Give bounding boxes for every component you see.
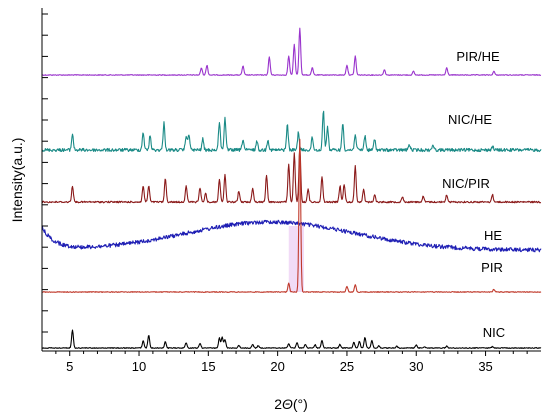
series-label-pir-he: PIR/HE [456,49,500,64]
series-line-he [41,219,542,253]
series-line-nic [41,329,542,349]
x-tick-label: 30 [409,359,423,374]
x-axis-title: 2Θ(°) [274,396,308,412]
series-label-nic-pir: NIC/PIR [442,176,490,191]
series-label-nic: NIC [483,325,505,340]
highlight-band-layer [288,226,304,292]
x-tick-label: 10 [132,359,146,374]
series-line-pir-he [41,27,542,76]
series-line-pir [41,138,542,293]
series-line-nic-he [41,110,542,153]
series-label-nic-he: NIC/HE [448,112,492,127]
x-tick-label: 25 [340,359,354,374]
series-line-nic-pir [41,145,542,204]
series-label-he: HE [484,228,502,243]
x-tick-label: 20 [270,359,284,374]
x-tick-label: 15 [201,359,215,374]
series-layer [41,27,542,349]
tick-layer: 5 10 15 20 25 30 35 [42,13,528,374]
series-label-pir: PIR [481,260,503,275]
series-label-layer: PIR/HE NIC/HE NIC/PIR HE PIR NIC [442,49,505,340]
x-tick-label: 5 [66,359,73,374]
y-axis-title: Intensity(a.u.) [9,138,25,223]
x-tick-label: 35 [478,359,492,374]
highlight-band-0 [288,226,304,292]
